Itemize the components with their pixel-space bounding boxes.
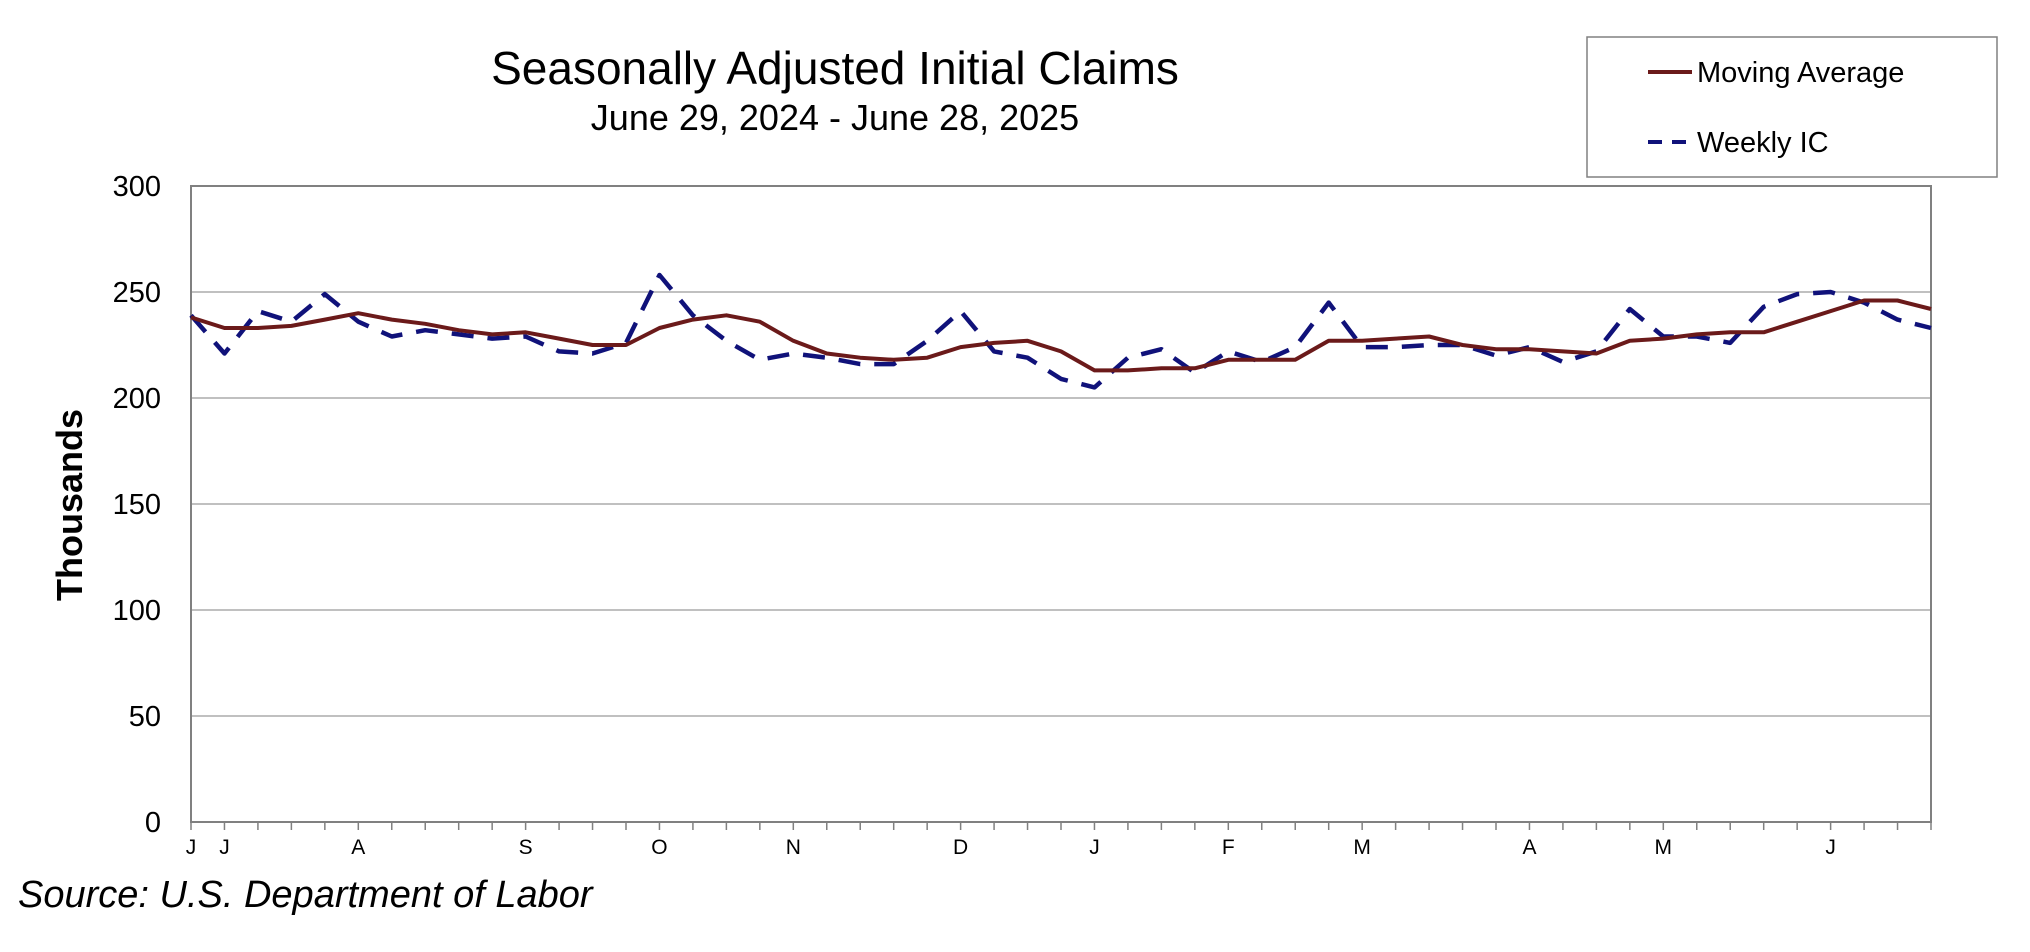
series-line-moving-average — [190, 298, 1932, 373]
legend-label-weekly-ic: Weekly IC — [1697, 127, 1829, 159]
y-tick-label: 50 — [129, 701, 161, 733]
y-axis-ticks: 0 50 100 150 200 250 300 — [113, 171, 161, 839]
x-tick-label: D — [953, 836, 968, 859]
gridlines — [191, 291, 1931, 717]
legend: Moving Average Weekly IC — [1586, 36, 1998, 178]
series-lines — [189, 272, 1932, 390]
x-tick-label: J — [1089, 836, 1100, 859]
x-tick-label: J — [186, 836, 197, 859]
x-tick-label: O — [651, 836, 667, 859]
y-tick-label: 100 — [113, 595, 161, 627]
chart-subtitle: June 29, 2024 - June 28, 2025 — [591, 97, 1079, 138]
x-tick-label: M — [1353, 836, 1371, 859]
y-tick-label: 150 — [113, 489, 161, 521]
y-tick-label: 300 — [113, 171, 161, 203]
legend-label-moving-average: Moving Average — [1697, 57, 1904, 89]
chart-title: Seasonally Adjusted Initial Claims — [491, 42, 1179, 94]
y-tick-label: 0 — [145, 807, 161, 839]
x-tick-label: A — [1522, 836, 1536, 859]
y-axis-label: Thousands — [49, 409, 90, 601]
x-tick-label: M — [1655, 836, 1673, 859]
x-tick-label: N — [786, 836, 801, 859]
y-tick-label: 200 — [113, 383, 161, 415]
source-note: Source: U.S. Department of Labor — [18, 874, 593, 916]
series-line-weekly-ic — [189, 272, 1932, 390]
x-tick-label: S — [519, 836, 533, 859]
x-tick-label: J — [1825, 836, 1836, 859]
legend-box — [1586, 36, 1998, 178]
x-tick-label: F — [1222, 836, 1235, 859]
x-tick-label: A — [351, 836, 365, 859]
x-tick-label: J — [219, 836, 230, 859]
y-tick-label: 250 — [113, 277, 161, 309]
